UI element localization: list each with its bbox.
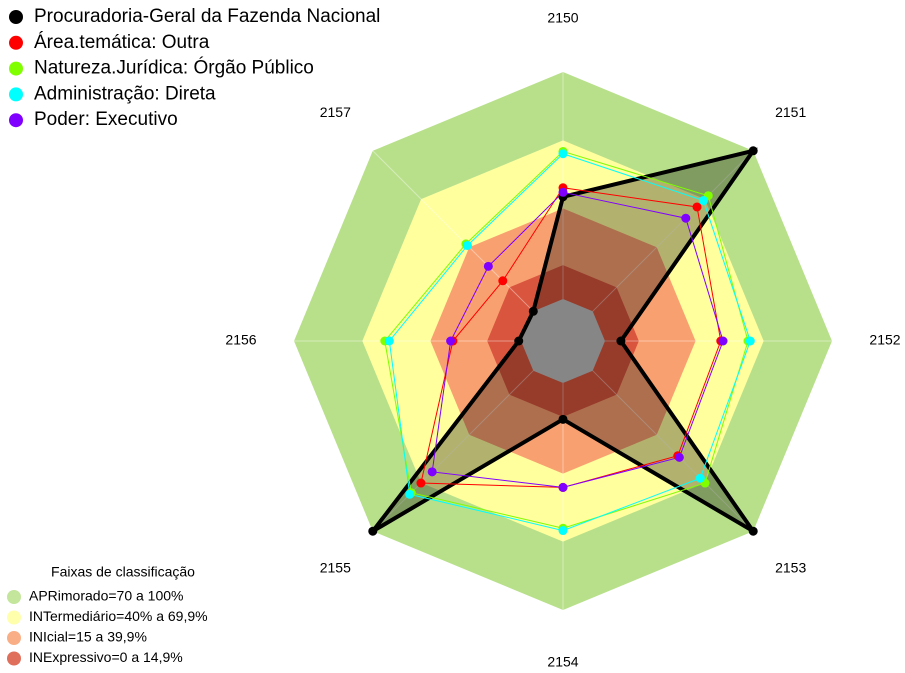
series-point <box>745 336 755 346</box>
category-label: 2151 <box>775 104 806 120</box>
series-point <box>416 478 426 488</box>
series-point <box>698 196 708 206</box>
series-point <box>446 336 456 346</box>
series-point <box>681 213 691 223</box>
spoke <box>592 150 754 312</box>
spoke <box>592 370 754 532</box>
series-point <box>558 526 568 536</box>
series-point <box>558 414 568 424</box>
legend-marker <box>9 87 23 102</box>
band-legend-marker <box>7 590 21 604</box>
series-point <box>558 482 568 492</box>
category-label: 2150 <box>547 10 578 26</box>
series-point <box>405 489 415 499</box>
series-point <box>368 526 378 536</box>
series-point <box>384 336 394 346</box>
series-point <box>558 149 568 159</box>
series-point <box>695 473 705 483</box>
legend-label: Natureza.Jurídica: Órgão Público <box>34 57 314 79</box>
center-hole <box>521 299 605 383</box>
series-point <box>674 452 684 462</box>
legend-label: Administração: Direta <box>34 83 216 104</box>
category-label: 2156 <box>225 332 256 348</box>
band-legend-marker <box>7 651 21 666</box>
series-point <box>427 467 437 477</box>
legend-label: Poder: Executivo <box>34 109 178 130</box>
spoke <box>372 370 534 532</box>
bands-title: Faixas de classificação <box>51 564 195 580</box>
series-point <box>498 276 508 286</box>
category-label: 2152 <box>869 332 900 348</box>
series-point <box>462 240 472 250</box>
category-label: 2157 <box>320 104 351 120</box>
series-point <box>528 306 538 316</box>
series-point <box>514 336 524 346</box>
band-legend-marker <box>7 631 21 645</box>
series-point <box>748 526 758 536</box>
legend-marker <box>9 113 23 128</box>
series-point <box>616 336 626 346</box>
series-point <box>558 187 568 197</box>
series-point <box>692 202 702 212</box>
legend-label: Procuradoria-Geral da Fazenda Nacional <box>34 6 380 27</box>
band-legend-label: INExpressivo=0 a 14,9% <box>29 649 183 665</box>
legend-marker <box>9 61 23 76</box>
legend-label: Área.temática: Outra <box>34 32 210 53</box>
category-label: 2154 <box>547 654 578 670</box>
series-point <box>718 336 728 346</box>
band-legend-marker <box>7 610 21 625</box>
spoke <box>372 150 534 312</box>
category-label: 2155 <box>320 559 351 575</box>
category-label: 2153 <box>775 559 806 575</box>
legend-marker <box>9 35 23 50</box>
series-point <box>748 146 758 156</box>
band-legend-label: APRimorado=70 a 100% <box>29 588 184 604</box>
band-legend-label: INTermediário=40% a 69,9% <box>29 608 208 624</box>
legend-marker <box>9 10 23 24</box>
band-legend-label: INIcial=15 a 39,9% <box>29 629 147 645</box>
series-point <box>483 261 493 271</box>
